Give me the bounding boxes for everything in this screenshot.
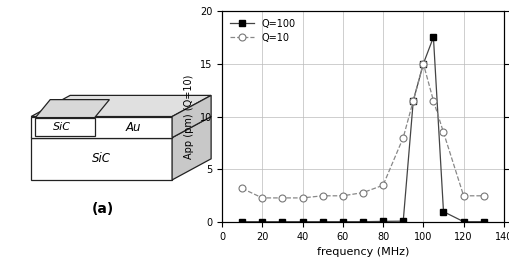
Q=100: [299, 220, 305, 223]
Q=100: [440, 210, 446, 213]
Text: SiC: SiC: [53, 122, 71, 132]
Polygon shape: [31, 138, 172, 180]
Q=10: [410, 99, 416, 102]
Polygon shape: [172, 95, 211, 138]
Text: Au: Au: [126, 121, 141, 134]
Q=10: [480, 194, 487, 197]
Line: Q=100: Q=100: [239, 34, 487, 225]
Polygon shape: [31, 95, 211, 117]
Q=100: [320, 220, 326, 223]
Q=100: [279, 220, 286, 223]
Q=100: [431, 36, 437, 39]
Polygon shape: [172, 117, 211, 180]
Q=10: [380, 184, 386, 187]
Q=100: [259, 220, 265, 223]
Q=10: [420, 62, 427, 65]
Polygon shape: [36, 118, 95, 136]
Q=10: [461, 194, 467, 197]
Q=100: [461, 220, 467, 223]
Q=10: [259, 196, 265, 199]
Q=10: [431, 99, 437, 102]
Polygon shape: [31, 117, 211, 138]
Q=100: [410, 99, 416, 102]
Polygon shape: [31, 117, 172, 138]
Q=10: [340, 194, 346, 197]
Q=100: [340, 220, 346, 223]
Y-axis label: App (pm) (Q=10): App (pm) (Q=10): [184, 74, 194, 159]
Q=10: [320, 194, 326, 197]
Q=10: [360, 191, 366, 194]
Q=10: [400, 136, 406, 139]
Q=10: [279, 196, 286, 199]
Text: (a): (a): [92, 202, 114, 216]
X-axis label: frequency (MHz): frequency (MHz): [317, 247, 409, 257]
Q=100: [239, 220, 245, 223]
Q=100: [360, 220, 366, 223]
Line: Q=10: Q=10: [239, 60, 487, 201]
Legend: Q=100, Q=10: Q=100, Q=10: [227, 16, 299, 46]
Q=100: [380, 220, 386, 223]
Polygon shape: [36, 100, 109, 118]
Q=100: [400, 220, 406, 223]
Q=10: [239, 187, 245, 190]
Text: SiC: SiC: [92, 152, 111, 165]
Q=10: [299, 196, 305, 199]
Q=10: [440, 131, 446, 134]
Q=100: [480, 220, 487, 223]
Q=100: [420, 62, 427, 65]
